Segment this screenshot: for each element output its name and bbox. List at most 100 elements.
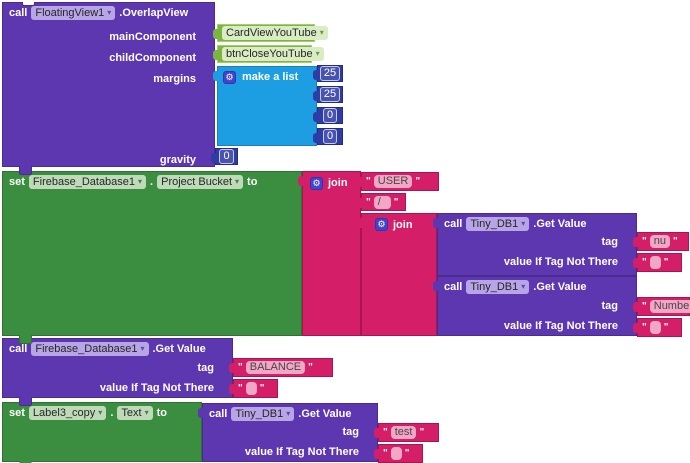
block-join-inner[interactable]: ⚙ join — [357, 213, 437, 336]
close-quote: " — [404, 448, 410, 459]
dropdown-floatingview1[interactable]: FloatingView1 ▾ — [31, 6, 116, 20]
block-set-firebase-project-bucket[interactable]: set Firebase_Database1 ▾ . Project Bucket… — [2, 171, 302, 336]
open-quote: " — [642, 236, 647, 247]
dropdown-value: Tiny_DB1 — [470, 281, 519, 293]
block-text-slash[interactable]: " / " — [357, 193, 406, 211]
block-text-number[interactable]: " Number " — [633, 297, 690, 316]
label-join: join — [393, 219, 413, 231]
param-label-tag: tag — [197, 362, 215, 374]
block-call-firebase-getvalue[interactable]: call Firebase_Database1 ▾ .Get Value tag … — [2, 338, 233, 398]
dropdown-icon: ▾ — [140, 344, 145, 353]
block-component-cardviewyoutube[interactable]: CardViewYouTube ▾ — [213, 24, 328, 42]
dropdown-tiny-db1[interactable]: Tiny_DB1 ▾ — [466, 280, 530, 294]
block-number-margin-3[interactable]: 0 — [313, 107, 343, 124]
mutator-gear-icon[interactable]: ⚙ — [310, 177, 323, 190]
block-text-user[interactable]: " USER " — [357, 172, 439, 191]
text-field-balance[interactable]: BALANCE — [245, 361, 306, 374]
block-number-margin-2[interactable]: 25 — [313, 86, 343, 103]
number-field[interactable]: 0 — [219, 149, 234, 164]
block-text-empty-4[interactable]: " " — [374, 444, 423, 463]
keyword-call: call — [9, 7, 28, 19]
text-field-empty[interactable] — [649, 256, 661, 269]
dropdown-project-bucket[interactable]: Project Bucket ▾ — [157, 175, 244, 189]
dropdown-icon: ▾ — [98, 408, 103, 417]
open-quote: " — [366, 176, 371, 187]
block-set-label3copy-text[interactable]: set Label3_copy ▾ . Text ▾ to — [2, 402, 202, 462]
block-number-margin-1[interactable]: 25 — [313, 65, 343, 82]
bottom-connector-tab — [19, 461, 32, 463]
block-text-balance[interactable]: " BALANCE " — [229, 358, 333, 377]
text-field-test[interactable]: test — [390, 426, 417, 439]
open-quote: " — [238, 383, 243, 394]
keyword-to: to — [247, 176, 258, 188]
close-quote: " — [415, 176, 421, 187]
block-number-margin-4[interactable]: 0 — [313, 128, 343, 145]
dropdown-firebase-database1[interactable]: Firebase_Database1 ▾ — [28, 175, 147, 189]
method-get-value: .Get Value — [533, 281, 587, 293]
open-quote: " — [642, 322, 647, 333]
mutator-gear-icon[interactable]: ⚙ — [375, 218, 388, 231]
dropdown-value: Project Bucket — [161, 176, 233, 188]
close-quote: " — [393, 197, 399, 208]
param-label-tag: tag — [601, 236, 619, 248]
text-field-slash[interactable]: / — [373, 196, 391, 209]
number-field[interactable]: 0 — [322, 129, 338, 144]
dropdown-value: FloatingView1 — [35, 7, 105, 19]
param-label-childcomponent: childComponent — [109, 52, 196, 64]
block-make-a-list[interactable]: ⚙ make a list — [213, 66, 317, 146]
dropdown-icon: ▾ — [138, 177, 143, 186]
dropdown-value: CardViewYouTube — [226, 27, 317, 39]
open-quote: " — [642, 257, 647, 268]
param-label-maincomponent: mainComponent — [109, 31, 196, 43]
close-quote: " — [663, 322, 669, 333]
dropdown-value: Label3_copy — [32, 407, 96, 419]
dropdown-icon: ▾ — [286, 409, 291, 418]
keyword-call: call — [444, 281, 463, 293]
keyword-set: set — [9, 176, 25, 188]
dropdown-tiny-db1[interactable]: Tiny_DB1 ▾ — [466, 217, 530, 231]
block-text-empty-3[interactable]: " " — [229, 379, 278, 398]
block-component-btncloseyoutube[interactable]: btnCloseYouTube ▾ — [213, 45, 324, 63]
block-number-gravity[interactable]: 0 — [211, 148, 238, 165]
method-get-value: .Get Value — [533, 218, 587, 230]
method-overlapview: .OverlapView — [119, 7, 189, 19]
open-quote: " — [238, 362, 243, 373]
dropdown-firebase-database1[interactable]: Firebase_Database1 ▾ — [31, 342, 149, 356]
number-field[interactable]: 0 — [322, 108, 338, 123]
text-field-empty[interactable] — [245, 382, 257, 395]
text-field-empty[interactable] — [390, 447, 402, 460]
text-field-nu[interactable]: nu — [649, 235, 670, 248]
dropdown-value: Tiny_DB1 — [470, 218, 519, 230]
block-call-floatingview1-overlapview[interactable]: call FloatingView1 ▾ .OverlapView mainCom… — [2, 2, 215, 167]
block-call-tinydb1-getvalue-2[interactable]: call Tiny_DB1 ▾ .Get Value tag value If T… — [433, 276, 637, 336]
dropdown-btncloseyoutube[interactable]: btnCloseYouTube ▾ — [222, 47, 324, 61]
block-text-nu[interactable]: " nu " — [633, 232, 689, 251]
close-quote: " — [259, 383, 265, 394]
text-field-user[interactable]: USER — [373, 175, 413, 188]
dropdown-tiny-db1[interactable]: Tiny_DB1 ▾ — [231, 407, 295, 421]
dropdown-icon: ▾ — [107, 8, 112, 17]
close-quote: " — [419, 427, 425, 438]
keyword-call: call — [444, 218, 463, 230]
block-text-test[interactable]: " test " — [374, 423, 439, 442]
number-field[interactable]: 25 — [319, 66, 341, 81]
mutator-gear-icon[interactable]: ⚙ — [223, 71, 236, 84]
dropdown-icon: ▾ — [521, 219, 526, 228]
keyword-call: call — [9, 343, 28, 355]
dropdown-icon: ▾ — [315, 49, 320, 58]
block-join-outer[interactable]: ⚙ join — [298, 171, 361, 336]
dropdown-text-property[interactable]: Text ▾ — [117, 406, 153, 420]
block-call-tinydb1-getvalue-3[interactable]: call Tiny_DB1 ▾ .Get Value tag value If T… — [198, 403, 378, 462]
label-join: join — [328, 177, 348, 189]
dropdown-label3-copy[interactable]: Label3_copy ▾ — [28, 406, 107, 420]
text-field-number[interactable]: Number — [649, 300, 690, 313]
block-call-tinydb1-getvalue-1[interactable]: call Tiny_DB1 ▾ .Get Value tag value If T… — [433, 213, 637, 276]
block-text-empty-2[interactable]: " " — [633, 318, 682, 337]
block-text-empty-1[interactable]: " " — [633, 253, 682, 272]
text-field-empty[interactable] — [649, 321, 661, 334]
open-quote: " — [383, 448, 388, 459]
number-field[interactable]: 25 — [319, 87, 341, 102]
method-get-value: .Get Value — [152, 343, 206, 355]
dropdown-cardviewyoutube[interactable]: CardViewYouTube ▾ — [222, 26, 328, 40]
